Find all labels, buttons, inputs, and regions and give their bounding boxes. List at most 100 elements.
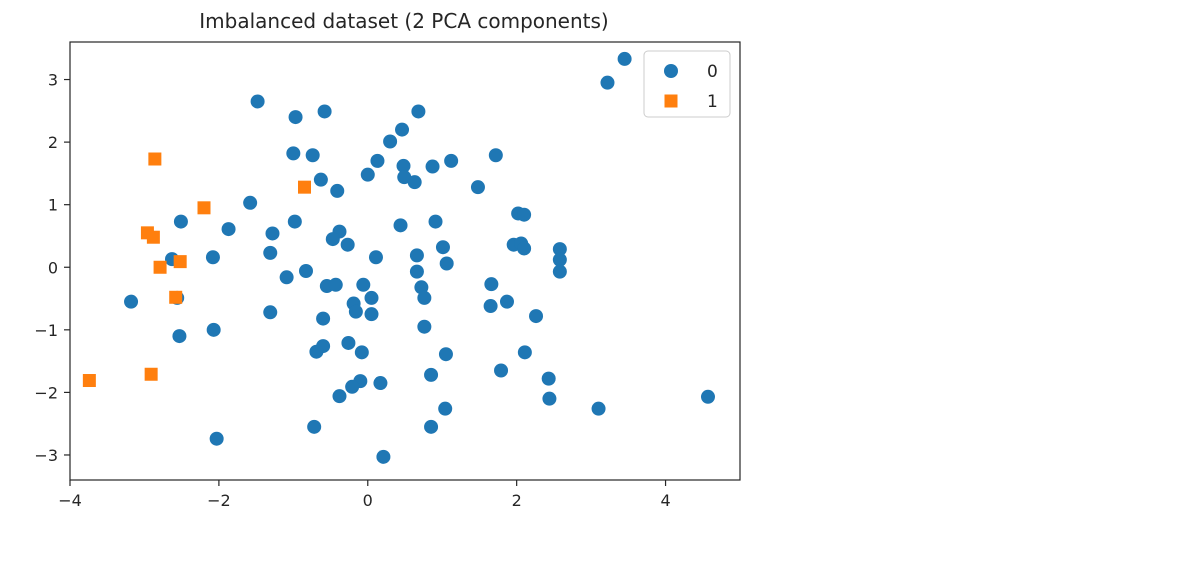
data-point — [517, 241, 532, 256]
data-point — [499, 294, 514, 309]
data-point — [305, 148, 320, 163]
data-point — [286, 146, 301, 161]
data-point — [552, 252, 567, 267]
data-point — [417, 319, 432, 334]
data-point — [396, 158, 411, 173]
data-point — [173, 214, 188, 229]
data-point — [435, 240, 450, 255]
data-point — [298, 264, 313, 279]
data-point — [341, 335, 356, 350]
data-point — [370, 153, 385, 168]
data-point — [411, 104, 426, 119]
data-point — [345, 379, 360, 394]
y-tick-label: −3 — [34, 446, 58, 465]
data-point — [197, 201, 211, 215]
data-point — [288, 110, 303, 125]
data-point — [373, 376, 388, 391]
data-point — [395, 122, 410, 137]
data-point — [317, 104, 332, 119]
data-point — [414, 280, 429, 295]
x-tick-label: 0 — [363, 491, 373, 510]
y-tick-label: 1 — [48, 196, 58, 215]
y-tick-label: 0 — [48, 258, 58, 277]
data-point — [591, 401, 606, 416]
data-point — [340, 237, 355, 252]
data-point — [330, 183, 345, 198]
y-tick-label: −2 — [34, 383, 58, 402]
data-point — [517, 345, 532, 360]
data-point — [313, 172, 328, 187]
chart-title: Imbalanced dataset (2 PCA components) — [199, 9, 608, 33]
legend-marker-0 — [664, 64, 678, 78]
data-point — [279, 270, 294, 285]
data-point — [397, 170, 412, 185]
data-point — [328, 277, 343, 292]
data-point — [316, 311, 331, 326]
y-tick-label: −1 — [34, 321, 58, 340]
data-point — [600, 75, 615, 90]
data-point — [265, 226, 280, 241]
data-point — [541, 371, 556, 386]
data-point — [263, 245, 278, 260]
data-point — [376, 449, 391, 464]
data-point — [354, 345, 369, 360]
data-point — [360, 167, 375, 182]
data-point — [356, 277, 371, 292]
data-point — [153, 260, 167, 274]
data-point — [552, 242, 567, 257]
y-tick-label: 3 — [48, 71, 58, 90]
x-tick-label: 2 — [512, 491, 522, 510]
data-point — [484, 277, 499, 292]
data-point — [428, 214, 443, 229]
legend-label-1: 1 — [707, 92, 718, 112]
data-point — [517, 207, 532, 222]
data-point — [470, 180, 485, 195]
legend-marker-1 — [664, 94, 678, 108]
data-point — [438, 401, 453, 416]
data-point — [529, 309, 544, 324]
x-tick-label: 4 — [660, 491, 670, 510]
y-tick-label: 2 — [48, 133, 58, 152]
data-point — [417, 290, 432, 305]
data-point — [439, 256, 454, 271]
data-point — [383, 134, 398, 149]
data-point — [221, 222, 236, 237]
data-point — [438, 347, 453, 362]
data-point — [148, 152, 162, 166]
data-point — [307, 419, 322, 434]
data-point — [393, 218, 408, 233]
data-point — [444, 153, 459, 168]
data-point — [348, 304, 363, 319]
data-point — [209, 431, 224, 446]
data-point — [146, 230, 160, 244]
data-point — [309, 344, 324, 359]
legend-label-0: 0 — [707, 62, 718, 82]
data-point — [407, 175, 422, 190]
data-point — [250, 94, 265, 109]
x-tick-label: −4 — [58, 491, 82, 510]
data-point — [409, 248, 424, 263]
data-point — [542, 391, 557, 406]
data-point — [169, 290, 183, 304]
data-point — [82, 374, 96, 388]
data-point — [424, 419, 439, 434]
data-point — [425, 159, 440, 174]
data-point — [298, 180, 311, 194]
data-point — [325, 232, 340, 247]
data-point — [243, 195, 258, 210]
series-1 — [82, 152, 311, 388]
data-point — [263, 305, 278, 320]
data-point — [424, 367, 439, 382]
data-point — [364, 290, 379, 305]
data-point — [124, 294, 139, 309]
data-point — [700, 389, 715, 404]
data-point — [206, 322, 221, 337]
data-point — [483, 299, 498, 314]
data-point — [488, 148, 503, 163]
data-point — [144, 367, 158, 381]
data-point — [205, 250, 220, 265]
data-point — [332, 389, 347, 404]
series-0 — [124, 51, 715, 464]
legend: 01 — [643, 50, 731, 118]
